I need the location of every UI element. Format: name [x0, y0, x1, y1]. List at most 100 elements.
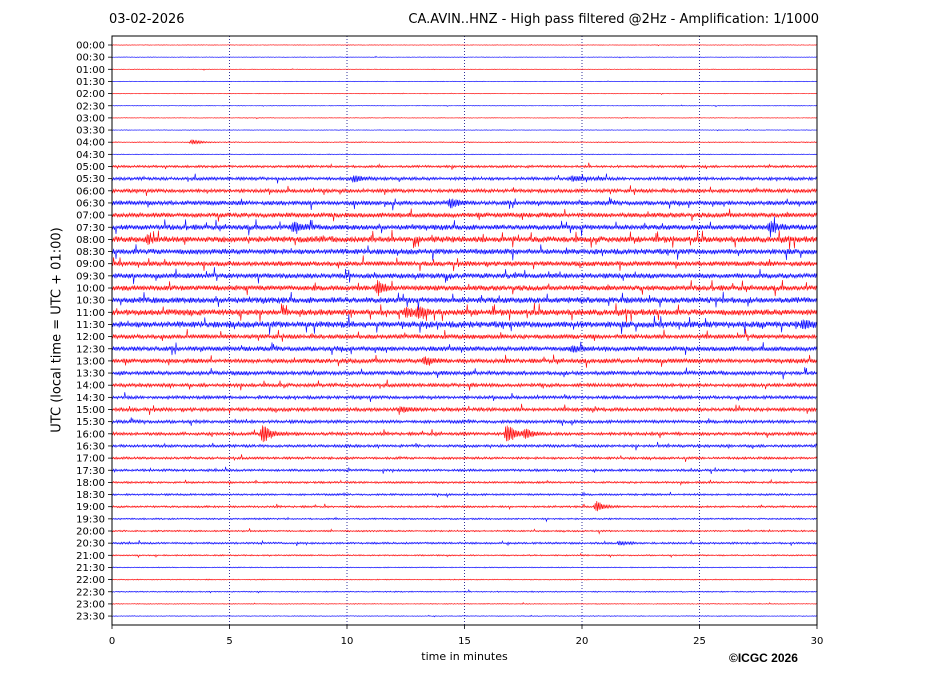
y-tick-label: 06:00: [76, 186, 105, 197]
y-tick-label: 01:00: [76, 65, 105, 76]
y-tick-label: 09:30: [76, 271, 105, 282]
y-tick-label: 12:00: [76, 332, 105, 343]
trace-1700: [111, 454, 818, 463]
trace-2200: [111, 578, 817, 581]
y-tick-label: 15:00: [76, 405, 105, 416]
trace-0300: [111, 116, 817, 120]
trace-2330: [111, 614, 817, 618]
y-tick-label: 02:00: [76, 89, 105, 100]
trace-0700: [111, 208, 818, 222]
trace-2230: [111, 588, 817, 594]
trace-1900: [111, 500, 818, 512]
trace-2030: [111, 539, 818, 547]
y-tick-label: 23:30: [76, 612, 105, 623]
y-tick-label: 07:00: [76, 211, 105, 222]
y-tick-label: 01:30: [76, 77, 105, 88]
y-tick-label: 21:30: [76, 563, 105, 574]
y-tick-label: 13:00: [76, 356, 105, 367]
y-tick-label: 14:00: [76, 381, 105, 392]
y-tick-label: 21:00: [76, 551, 105, 562]
y-tick-label: 15:30: [76, 417, 105, 428]
y-tick-label: 00:30: [76, 53, 105, 64]
y-tick-label: 13:30: [76, 369, 105, 380]
trace-0130: [111, 80, 817, 83]
y-tick-label: 19:30: [76, 514, 105, 525]
x-tick-label: 10: [341, 636, 354, 647]
trace-0530: [111, 173, 818, 184]
y-tick-label: 05:30: [76, 174, 105, 185]
y-tick-label: 20:30: [76, 539, 105, 550]
trace-1300: [111, 354, 818, 368]
y-tick-label: 22:30: [76, 587, 105, 598]
y-tick-label: 05:00: [76, 162, 105, 173]
trace-0400: [111, 139, 817, 145]
y-tick-label: 11:00: [76, 308, 105, 319]
chart-title: CA.AVIN..HNZ - High pass filtered @2Hz -…: [408, 12, 819, 27]
trace-1330: [111, 367, 818, 380]
y-tick-label: 18:00: [76, 478, 105, 489]
trace-0200: [111, 92, 817, 96]
y-tick-label: 03:30: [76, 126, 105, 137]
date-label: 03-02-2026: [109, 12, 185, 27]
y-tick-label: 04:30: [76, 150, 105, 161]
trace-1930: [111, 516, 818, 523]
trace-1730: [111, 466, 818, 474]
y-tick-label: 19:00: [76, 502, 105, 513]
trace-0100: [111, 68, 817, 71]
y-tick-label: 03:00: [76, 113, 105, 124]
trace-1000: [111, 279, 818, 297]
y-tick-label: 04:00: [76, 138, 105, 149]
y-tick-label: 16:30: [76, 441, 105, 452]
trace-0800: [111, 229, 818, 250]
x-tick-label: 15: [458, 636, 471, 647]
trace-0830: [111, 244, 818, 261]
y-tick-label: 10:00: [76, 284, 105, 295]
x-tick-label: 5: [226, 636, 232, 647]
trace-1800: [111, 478, 818, 487]
y-tick-label: 08:30: [76, 247, 105, 258]
trace-0030: [111, 55, 817, 59]
trace-2300: [111, 601, 817, 605]
y-tick-label: 07:30: [76, 223, 105, 234]
y-tick-label: 17:00: [76, 454, 105, 465]
y-tick-label: 20:00: [76, 527, 105, 538]
trace-1100: [111, 302, 818, 323]
y-tick-label: 09:00: [76, 259, 105, 270]
trace-1530: [111, 417, 818, 426]
trace-1500: [111, 403, 818, 416]
y-tick-label: 23:00: [76, 599, 105, 610]
trace-0730: [111, 216, 818, 238]
trace-0930: [111, 267, 818, 285]
trace-0600: [111, 185, 818, 197]
y-tick-label: 17:30: [76, 466, 105, 477]
trace-1830: [111, 491, 818, 499]
trace-0230: [111, 104, 817, 108]
trace-0000: [111, 44, 817, 47]
trace-1430: [111, 392, 818, 403]
trace-2130: [111, 566, 817, 569]
y-tick-label: 14:30: [76, 393, 105, 404]
copyright-label: ©ICGC 2026: [729, 651, 798, 665]
x-tick-label: 0: [109, 636, 115, 647]
x-tick-label: 25: [693, 636, 706, 647]
y-tick-label: 08:00: [76, 235, 105, 246]
x-tick-label: 30: [811, 636, 824, 647]
trace-0500: [111, 162, 818, 170]
trace-2000: [111, 528, 818, 535]
trace-1030: [111, 291, 818, 311]
trace-1630: [111, 441, 818, 451]
y-tick-label: 12:30: [76, 344, 105, 355]
trace-1600: [111, 425, 818, 443]
y-tick-label: 02:30: [76, 101, 105, 112]
y-tick-label: 00:00: [76, 41, 105, 52]
x-axis-label: time in minutes: [421, 650, 508, 663]
x-tick-label: 20: [576, 636, 589, 647]
trace-0630: [111, 197, 818, 211]
trace-2100: [111, 552, 818, 559]
y-tick-label: 18:30: [76, 490, 105, 501]
y-axis-label: UTC (local time = UTC + 01:00): [49, 227, 65, 433]
y-tick-label: 10:30: [76, 296, 105, 307]
trace-1130: [111, 314, 818, 335]
trace-0330: [111, 128, 817, 132]
